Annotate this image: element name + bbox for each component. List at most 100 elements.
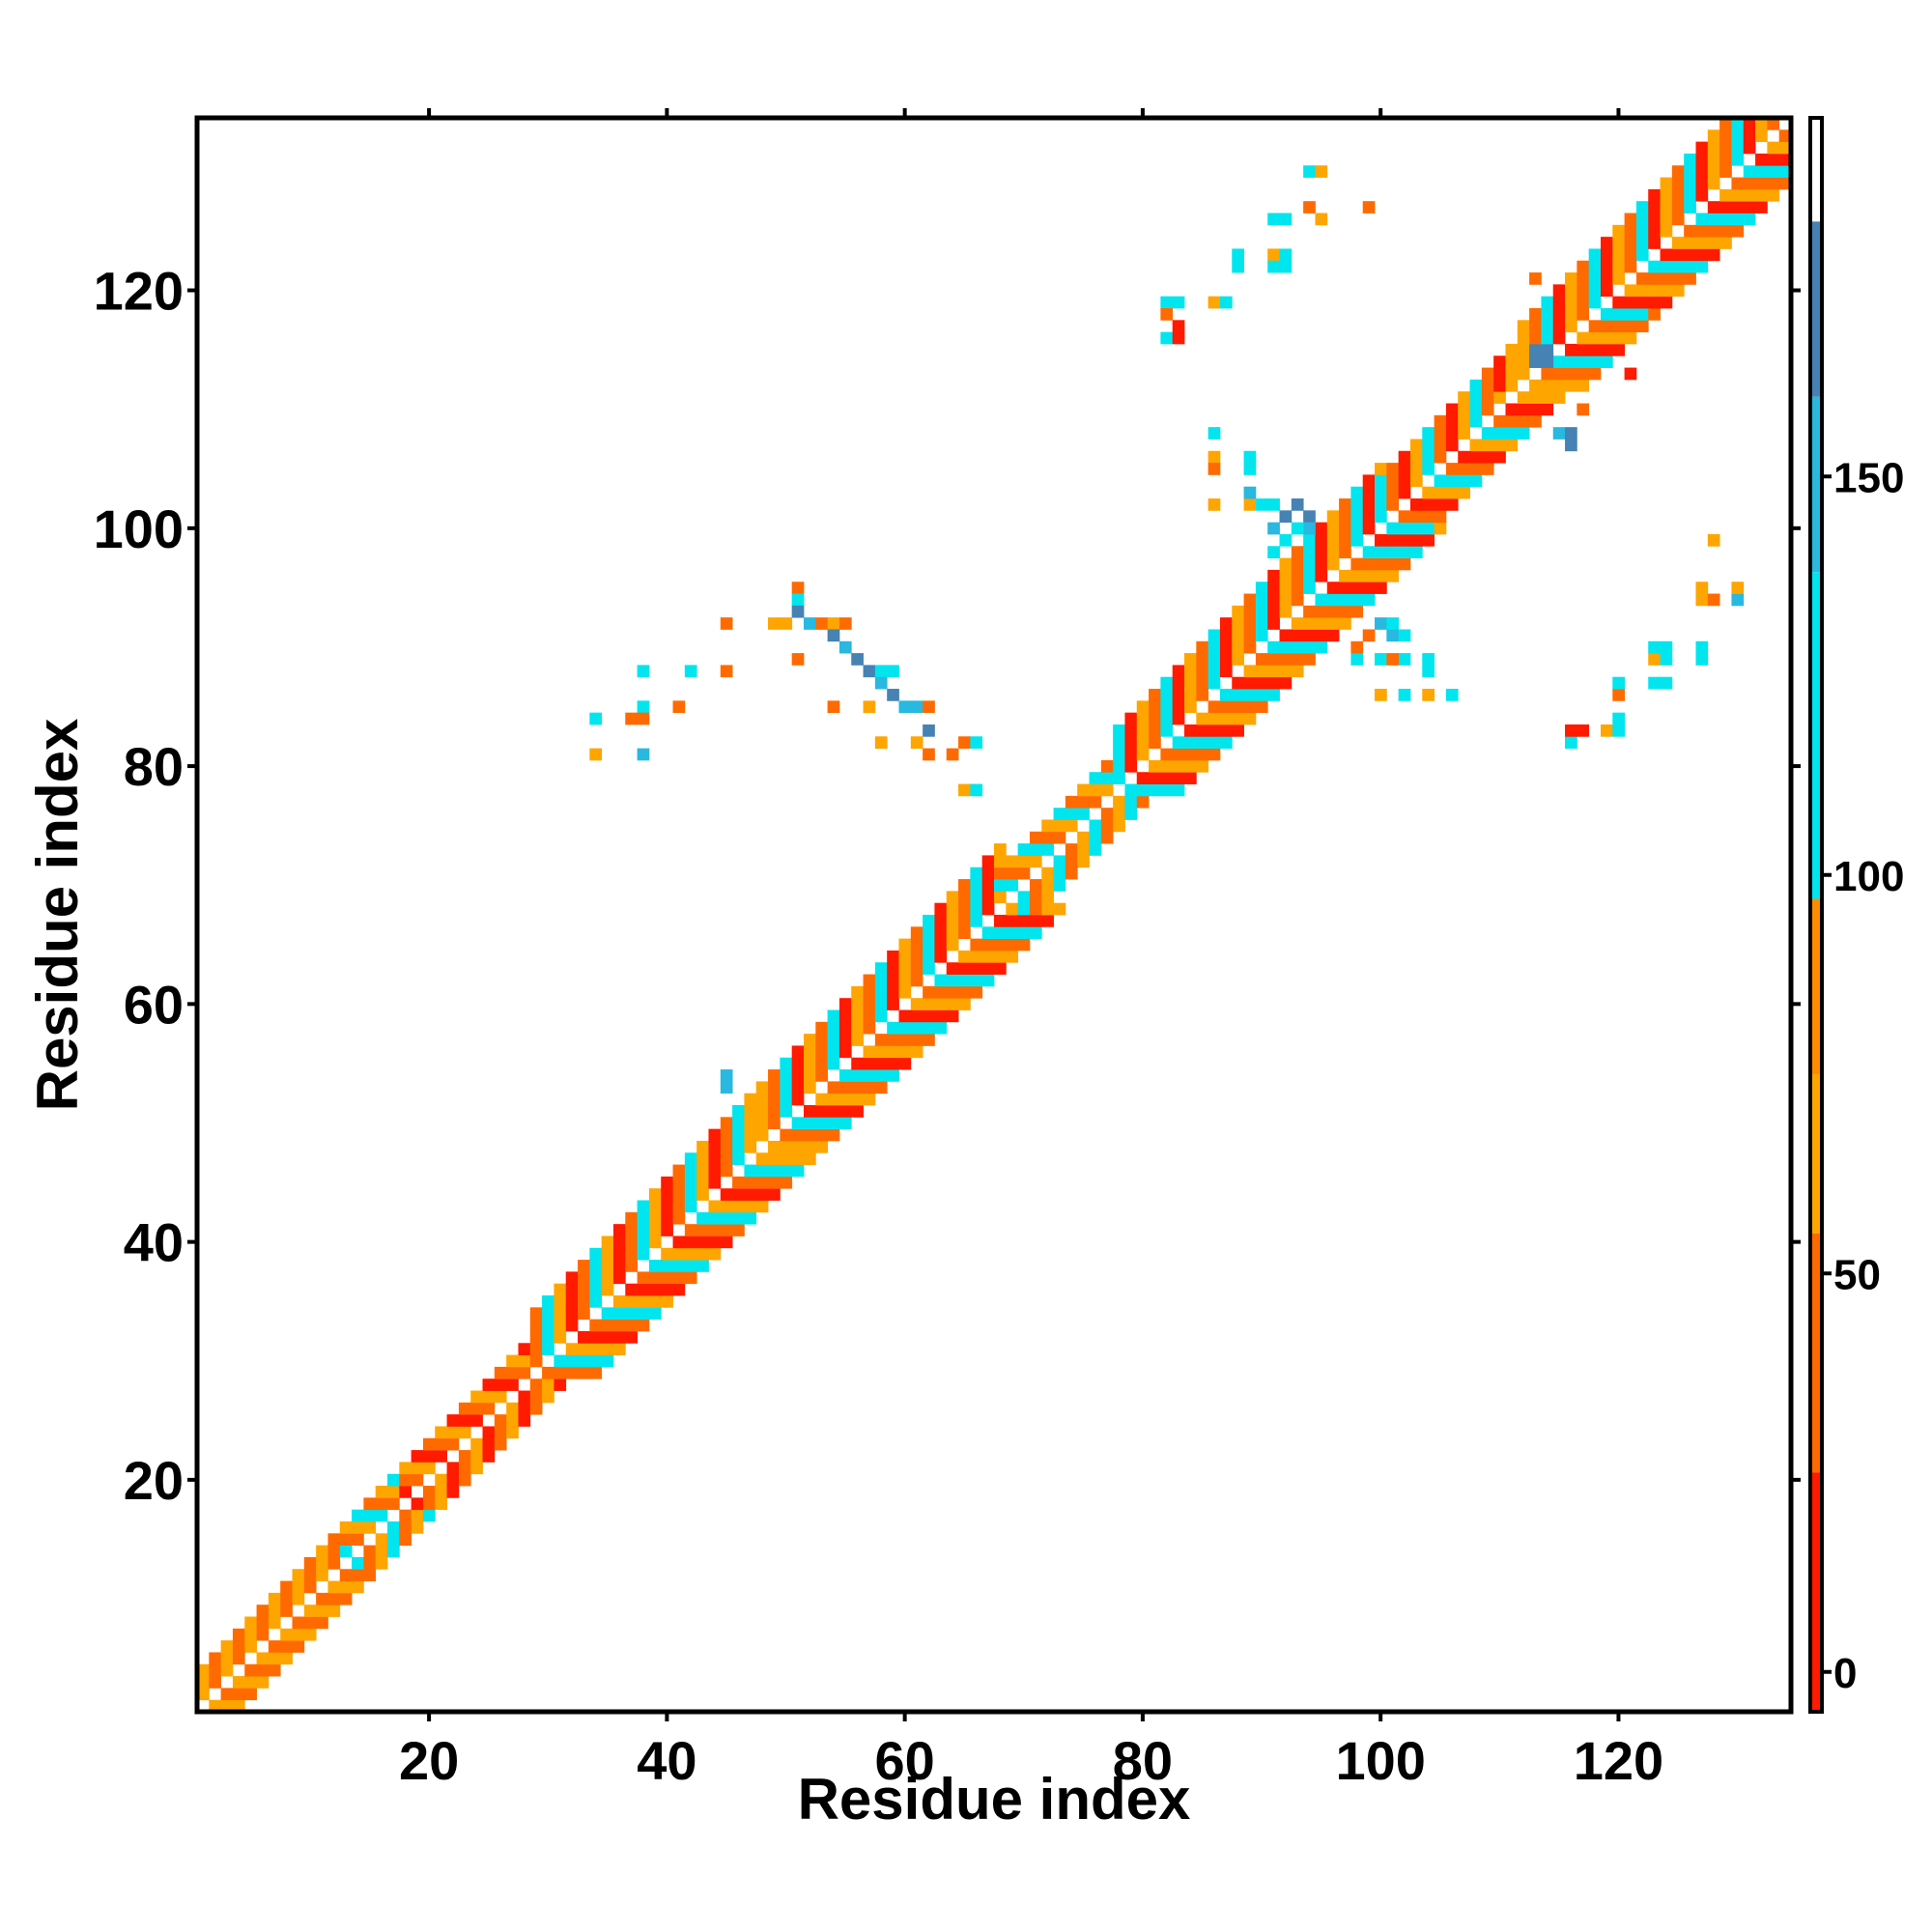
contact-cell [256,1628,270,1641]
contact-cell [399,1520,412,1534]
contact-cell [1707,237,1720,249]
contact-cell [422,1486,436,1498]
contact-cell [422,1462,436,1475]
contact-cell [637,1224,650,1236]
contact-cell [1017,938,1031,952]
contact-cell [851,1069,864,1082]
contact-cell [1029,926,1042,940]
contact-cell [827,1093,840,1106]
contact-cell [863,1093,876,1106]
contact-cell [732,1117,745,1130]
contact-cell [696,1236,709,1249]
contact-cell [732,1152,745,1165]
contact-cell [1743,201,1756,213]
contact-cell [316,1592,328,1605]
contact-cell [815,1021,829,1035]
contact-cell [1196,689,1209,701]
contact-cell [910,1045,923,1059]
contact-cell [946,962,959,975]
contact-cell [352,1556,364,1570]
contact-cell [1315,213,1328,226]
contact-cell [981,938,995,952]
contact-cell [256,1652,270,1665]
contact-cell [1648,237,1661,249]
contact-cell [684,665,697,678]
contact-cell [1695,188,1709,202]
contact-cell [303,1569,317,1581]
contact-cell [1565,724,1577,737]
contact-cell [838,640,852,654]
contact-cell [970,962,983,975]
contact-cell [1208,653,1221,666]
contact-cell [1124,795,1138,809]
contact-cell [268,1592,281,1605]
contact-cell [1671,284,1685,298]
contact-cell [755,1128,769,1142]
contact-cell [672,1271,686,1285]
contact-cell [578,1366,590,1379]
contact-cell [518,1390,531,1404]
contact-cell [422,1437,436,1451]
contact-cell [708,1211,722,1225]
contact-cell [672,1260,686,1272]
contact-cell [803,1128,816,1142]
contact-cell [780,1140,793,1153]
contact-cell [529,1330,543,1344]
contact-cell [994,855,1007,868]
colorbar-frame [1808,116,1824,1714]
contact-cell [661,1260,673,1272]
contact-cell [1671,260,1685,273]
contact-cell [1743,129,1756,143]
contact-cell [1398,533,1411,547]
contact-cell [232,1640,245,1653]
contact-cell [708,1224,722,1236]
contact-cell [1303,582,1316,594]
contact-cell [803,1152,816,1165]
contact-cell [696,1224,709,1236]
contact-cell [1600,355,1613,368]
contact-cell [1422,689,1435,701]
contact-cell [791,653,805,666]
colorbar-band [1810,118,1822,222]
contact-cell [898,985,912,999]
contact-cell [1184,689,1197,701]
contact-cell [1695,213,1709,226]
contact-cell [1279,665,1293,678]
contact-cell [1291,582,1304,594]
contact-cell [1517,427,1530,440]
contact-cell [422,1497,436,1511]
contact-cell [1232,629,1244,642]
contact-cell [1255,498,1268,511]
contact-cell [1303,617,1316,630]
contact-cell [648,1271,662,1285]
contact-cell [958,985,971,999]
contact-cell [1731,141,1745,155]
contact-cell [1267,617,1280,630]
contact-cell [280,1605,293,1617]
contact-cell [1219,689,1233,701]
contact-cell [887,1069,899,1082]
contact-cell [1232,653,1244,666]
contact-cell [625,712,638,725]
contact-cell [554,1283,567,1296]
colorbar-band [1810,1234,1822,1473]
contact-cell [1267,498,1280,511]
x-tick-label: 40 [637,1730,696,1791]
contact-cell [923,748,935,761]
contact-cell [1279,640,1293,654]
contact-cell [612,1307,626,1321]
contact-cell [1684,153,1696,166]
contact-cell [661,1271,673,1285]
contact-cell [1315,640,1328,654]
contact-cell [1505,427,1519,440]
contact-cell [910,926,923,940]
contact-cell [1089,819,1102,833]
contact-cell [791,1093,805,1106]
contact-cell [220,1640,234,1653]
contact-cell [494,1366,507,1379]
contact-cell [1326,510,1340,524]
contact-cell [1719,237,1732,249]
contact-cell [1695,165,1709,178]
contact-cell [554,1319,567,1332]
contact-cell [1552,331,1566,345]
